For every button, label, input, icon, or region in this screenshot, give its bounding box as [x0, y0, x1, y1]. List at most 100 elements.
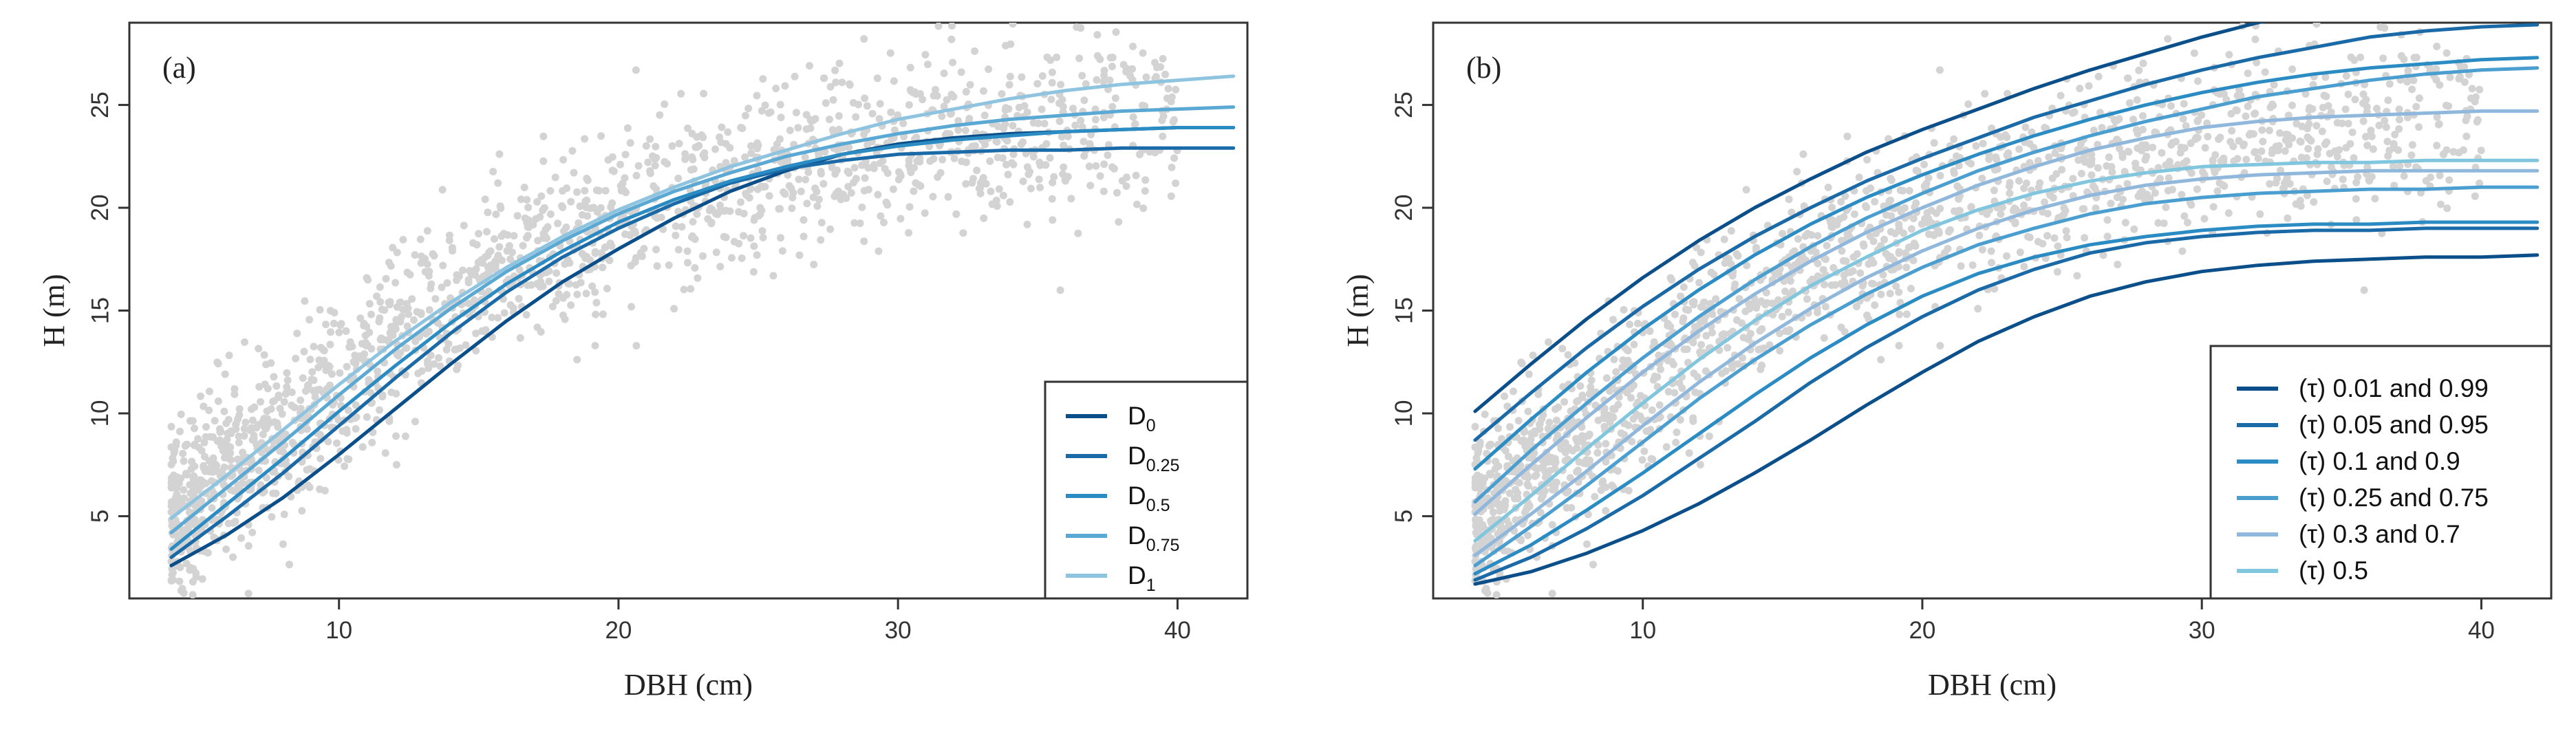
scatter-point [2035, 184, 2043, 192]
scatter-point [1482, 585, 1490, 593]
scatter-point [2409, 76, 2418, 85]
scatter-point [1548, 589, 1556, 598]
scatter-point [2363, 102, 2371, 111]
scatter-point [177, 475, 185, 482]
scatter-point [1545, 458, 1553, 466]
scatter-point [826, 225, 835, 233]
scatter-point [940, 102, 948, 111]
scatter-point [402, 344, 411, 352]
scatter-point [1871, 197, 1879, 206]
scatter-point [678, 223, 686, 231]
scatter-point [811, 115, 819, 123]
scatter-point [2107, 163, 2116, 171]
scatter-point [2005, 182, 2013, 191]
scatter-point [257, 398, 265, 406]
scatter-point [1609, 316, 1618, 324]
scatter-point [1009, 23, 1017, 28]
series-line-b-5 [1473, 158, 2540, 543]
scatter-point [298, 507, 306, 515]
scatter-point [221, 453, 228, 462]
scatter-point [781, 82, 789, 90]
scatter-point [288, 388, 296, 396]
scatter-point [2327, 108, 2335, 116]
scatter-point [993, 202, 1001, 210]
scatter-point [396, 318, 405, 326]
scatter-point [1793, 168, 1801, 175]
scatter-point [980, 111, 989, 120]
scatter-point [712, 248, 720, 257]
scatter-point [886, 49, 894, 57]
scatter-point [1046, 56, 1055, 64]
scatter-point [913, 157, 921, 165]
scatter-point [552, 296, 560, 305]
scatter-point [2385, 147, 2394, 155]
scatter-point [2327, 163, 2335, 171]
scatter-point [2251, 35, 2260, 43]
scatter-point [1682, 305, 1690, 314]
scatter-point [769, 272, 777, 280]
scatter-point [621, 151, 630, 159]
scatter-point [186, 566, 194, 574]
scatter-point [2132, 160, 2140, 168]
scatter-point [2228, 127, 2236, 135]
scatter-point [2379, 54, 2387, 63]
scatter-point [599, 310, 607, 318]
scatter-point [235, 438, 243, 446]
scatter-point [1538, 415, 1546, 423]
scatter-point [2180, 159, 2188, 167]
scatter-point [343, 455, 352, 463]
scatter-point [288, 401, 296, 409]
scatter-point [205, 407, 213, 414]
scatter-point [1172, 85, 1180, 94]
scatter-point [1650, 338, 1658, 346]
scatter-point [386, 298, 394, 306]
scatter-point [1907, 285, 1915, 292]
scatter-point [180, 600, 188, 608]
scatter-point [844, 182, 852, 191]
scatter-point [188, 457, 195, 466]
scatter-point [2443, 12, 2450, 20]
scatter-point [687, 285, 695, 293]
axes-a: 10 20 30 40 5 10 15 20 25 [87, 91, 1191, 644]
scatter-point [1897, 208, 1905, 216]
scatter-point [1738, 319, 1746, 327]
scatter-point [845, 169, 853, 177]
scatter-point [2382, 123, 2390, 131]
scatter-point [473, 241, 481, 249]
scatter-point [1669, 360, 1677, 369]
scatter-point [2463, 112, 2471, 120]
scatter-point [1517, 537, 1525, 545]
scatter-point [912, 133, 921, 142]
scatter-point [2389, 162, 2397, 171]
scatter-point [838, 78, 846, 87]
scatter-point [405, 310, 413, 318]
scatter-point [1565, 444, 1573, 452]
scatter-point [631, 229, 639, 237]
scatter-point [2408, 141, 2416, 149]
scatter-point [792, 109, 800, 117]
scatter-point [899, 119, 908, 127]
scatter-point [409, 316, 418, 324]
scatter-point [753, 251, 761, 259]
scatter-point [759, 233, 767, 241]
scatter-point [168, 565, 176, 573]
scatter-point [1018, 73, 1026, 81]
scatter-point [1638, 456, 1646, 464]
scatter-point [2350, 154, 2358, 162]
scatter-point [1059, 170, 1067, 178]
scatter-point [316, 455, 325, 463]
scatter-point [1525, 501, 1534, 510]
scatter-point [427, 351, 435, 360]
scatter-point [1840, 213, 1848, 221]
scatter-point [1676, 415, 1684, 424]
scatter-point [1633, 319, 1642, 327]
scatter-point [2352, 178, 2361, 186]
scatter-point [726, 144, 734, 152]
legend-entry: D0.75 [1128, 521, 1179, 555]
panel-label-a: (a) [162, 51, 196, 85]
scatter-point [1640, 447, 1649, 455]
scatter-point [301, 387, 310, 395]
scatter-point [2158, 149, 2166, 157]
scatter-point [2443, 204, 2451, 213]
scatter-point [438, 283, 446, 292]
